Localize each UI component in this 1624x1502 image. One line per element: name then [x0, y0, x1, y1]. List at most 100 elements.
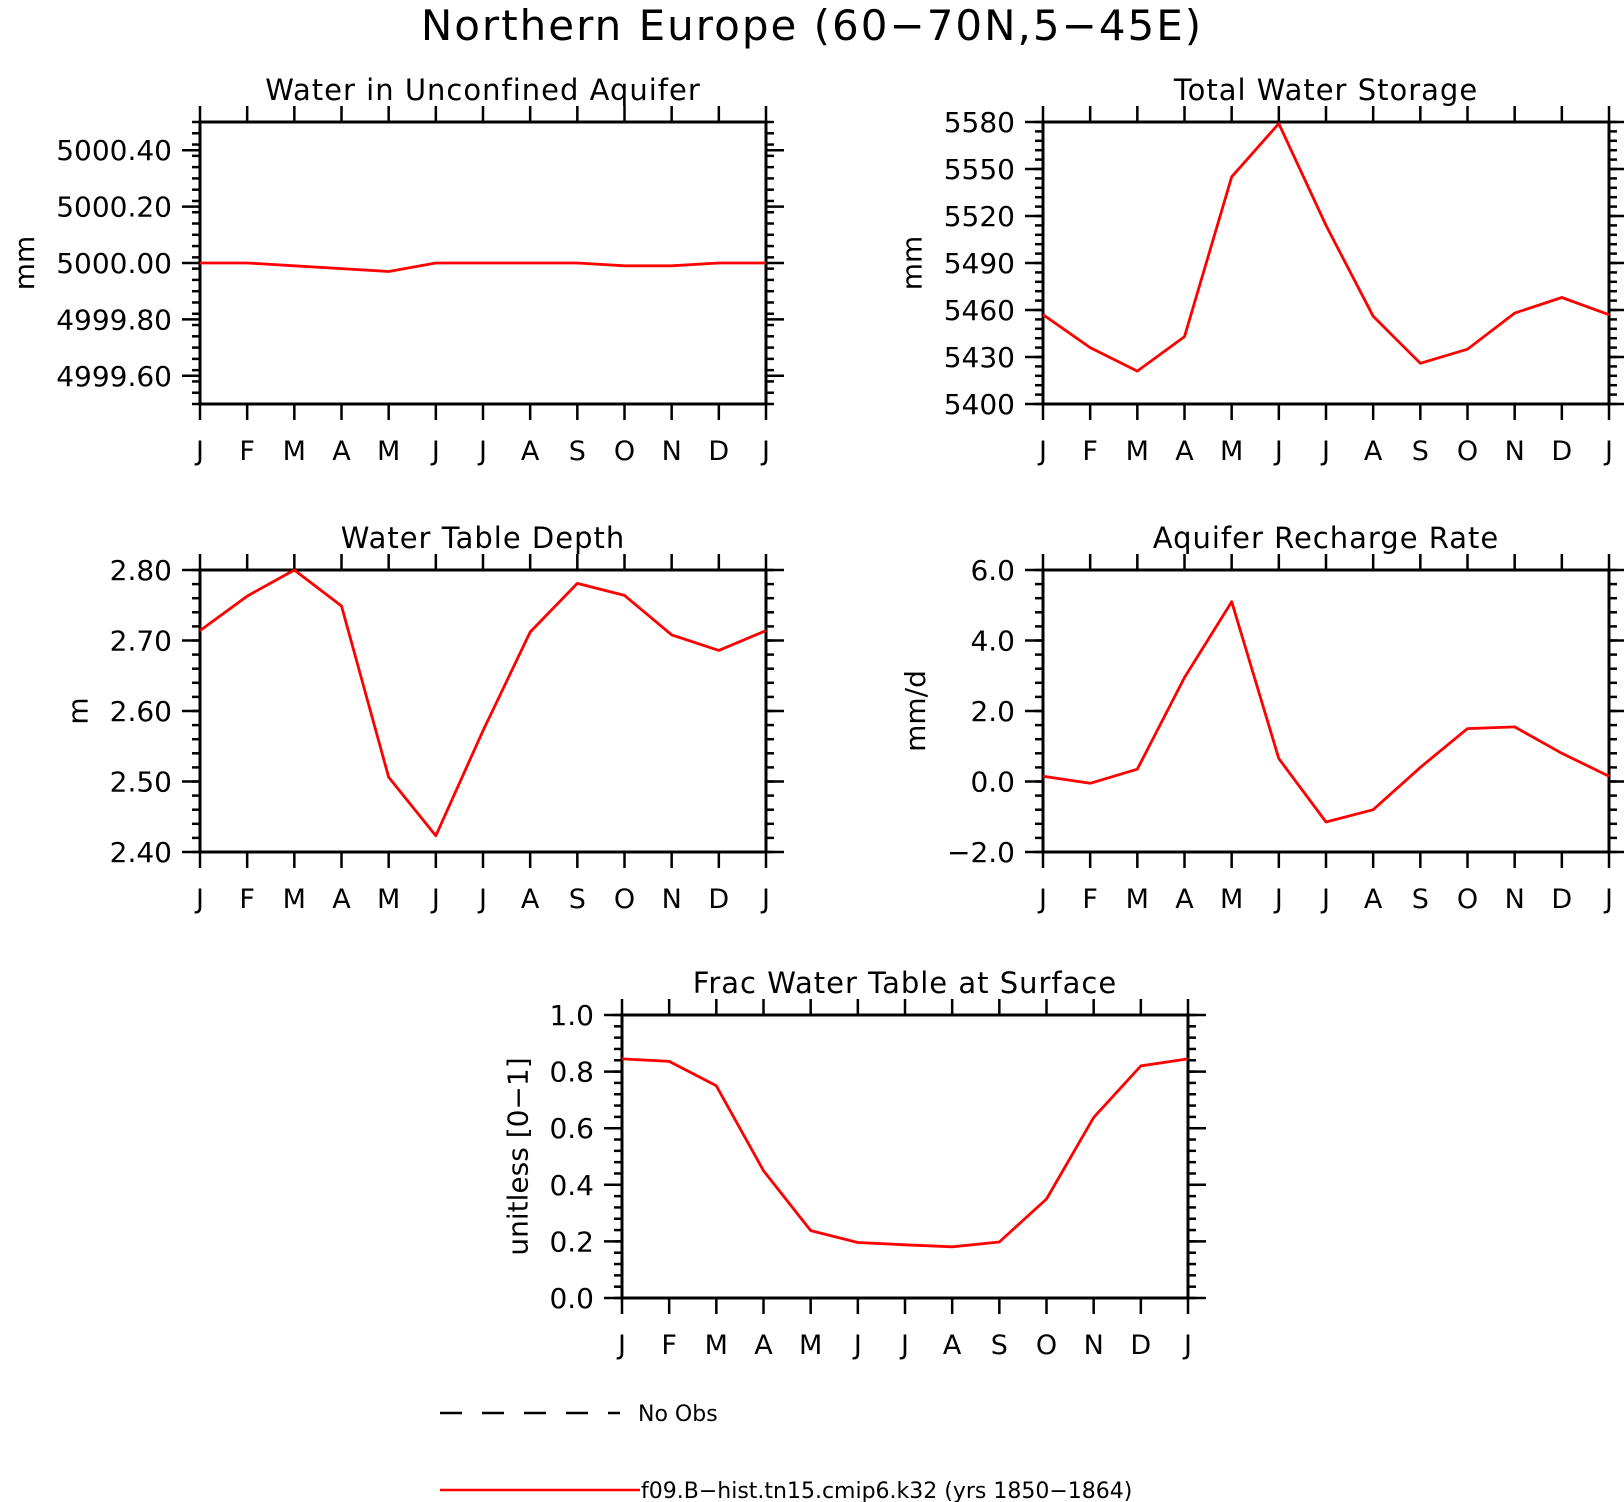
x-tick-label: J	[430, 436, 440, 467]
x-tick-label: J	[1320, 436, 1330, 467]
x-tick-label: F	[1082, 436, 1098, 467]
x-tick-label: J	[477, 884, 487, 915]
x-tick-label: A	[332, 884, 351, 915]
x-tick-label: M	[377, 884, 400, 915]
x-tick-label: M	[1126, 436, 1149, 467]
x-tick-label: M	[1220, 884, 1243, 915]
x-tick-label: A	[332, 436, 351, 467]
figure-title: Northern Europe (60−70N,5−45E)	[421, 1, 1203, 50]
x-tick-label: S	[1412, 436, 1429, 467]
panel-title: Water in Unconfined Aquifer	[265, 73, 701, 107]
plot-frame	[620, 1013, 1190, 1300]
plot-frame	[1041, 568, 1611, 854]
x-tick-label: D	[1130, 1330, 1151, 1361]
y-tick-label: 6.0	[970, 554, 1015, 587]
legend-label-no-obs: No Obs	[638, 1402, 718, 1427]
x-tick-label: F	[239, 436, 255, 467]
x-tick-label: M	[1220, 436, 1243, 467]
plot-frame	[1041, 120, 1611, 406]
y-tick-label: −2.0	[947, 836, 1015, 869]
y-axis-label: m	[62, 697, 95, 724]
y-tick-label: 2.60	[110, 695, 172, 728]
y-tick-label: 0.6	[549, 1112, 594, 1145]
x-tick-label: O	[1036, 1330, 1057, 1361]
y-tick-label: 5000.40	[56, 134, 172, 167]
x-tick-label: O	[614, 436, 635, 467]
x-tick-label: M	[283, 884, 306, 915]
panel-title: Total Water Storage	[1173, 73, 1478, 107]
y-axis-label: mm	[896, 236, 929, 291]
x-tick-label: M	[283, 436, 306, 467]
x-tick-label: O	[1457, 884, 1478, 915]
series-line	[200, 261, 766, 273]
x-tick-label: J	[194, 884, 204, 915]
y-tick-label: 5000.20	[56, 191, 172, 224]
x-tick-label: J	[1273, 436, 1283, 467]
panel-title: Water Table Depth	[341, 521, 626, 555]
series-line	[1042, 600, 1610, 824]
series-line	[621, 1057, 1189, 1249]
y-axis-label: mm	[8, 236, 41, 291]
x-tick-label: J	[760, 884, 770, 915]
y-tick-label: 5490	[944, 247, 1015, 280]
x-tick-label: A	[1364, 436, 1383, 467]
x-tick-label: D	[1551, 884, 1572, 915]
x-tick-label: J	[1037, 884, 1047, 915]
y-tick-label: 5430	[944, 341, 1015, 374]
y-tick-label: 5550	[944, 153, 1015, 186]
x-tick-label: N	[1505, 436, 1525, 467]
x-tick-label: A	[521, 884, 540, 915]
x-tick-label: S	[569, 436, 586, 467]
x-tick-label: M	[705, 1330, 728, 1361]
x-tick-label: M	[377, 436, 400, 467]
y-axis-label: mm/d	[899, 670, 932, 752]
x-tick-label: J	[852, 1330, 862, 1361]
x-tick-label: A	[1175, 436, 1194, 467]
x-tick-label: J	[477, 436, 487, 467]
y-tick-label: 5400	[944, 388, 1015, 421]
x-tick-label: F	[661, 1330, 677, 1361]
x-tick-label: D	[1551, 436, 1572, 467]
x-tick-label: J	[1603, 436, 1613, 467]
x-tick-label: M	[799, 1330, 822, 1361]
y-tick-label: 5520	[944, 200, 1015, 233]
y-tick-label: 5000.00	[56, 247, 172, 280]
x-tick-label: A	[1175, 884, 1194, 915]
y-tick-label: 5460	[944, 294, 1015, 327]
panel-title: Aquifer Recharge Rate	[1153, 521, 1500, 555]
y-tick-label: 5580	[944, 106, 1015, 139]
y-tick-label: 2.50	[110, 766, 172, 799]
y-tick-label: 2.80	[110, 554, 172, 587]
x-tick-label: J	[430, 884, 440, 915]
x-tick-label: J	[616, 1330, 626, 1361]
y-tick-label: 0.0	[549, 1282, 594, 1315]
y-tick-label: 4999.60	[56, 360, 172, 393]
x-tick-label: J	[760, 436, 770, 467]
x-tick-label: A	[1364, 884, 1383, 915]
x-tick-label: M	[1126, 884, 1149, 915]
y-tick-label: 2.0	[970, 695, 1015, 728]
x-tick-label: S	[569, 884, 586, 915]
x-tick-label: D	[708, 884, 729, 915]
series-line	[199, 568, 767, 838]
series-line	[1042, 122, 1610, 373]
x-tick-label: J	[1273, 884, 1283, 915]
y-tick-label: 0.4	[549, 1169, 594, 1202]
y-tick-label: 0.2	[549, 1225, 594, 1258]
y-tick-label: 4999.80	[56, 303, 172, 336]
y-axis-label: unitless [0−1]	[501, 1057, 534, 1255]
x-tick-label: A	[754, 1330, 773, 1361]
y-tick-label: 2.70	[110, 625, 172, 658]
legend: No Obs f09.B−hist.tn15.cmip6.k32 (yrs 18…	[440, 1402, 1132, 1502]
panel-title: Frac Water Table at Surface	[693, 966, 1117, 1000]
legend-label-model: f09.B−hist.tn15.cmip6.k32 (yrs 1850−1864…	[641, 1479, 1132, 1502]
x-tick-label: D	[708, 436, 729, 467]
x-tick-label: O	[614, 884, 635, 915]
